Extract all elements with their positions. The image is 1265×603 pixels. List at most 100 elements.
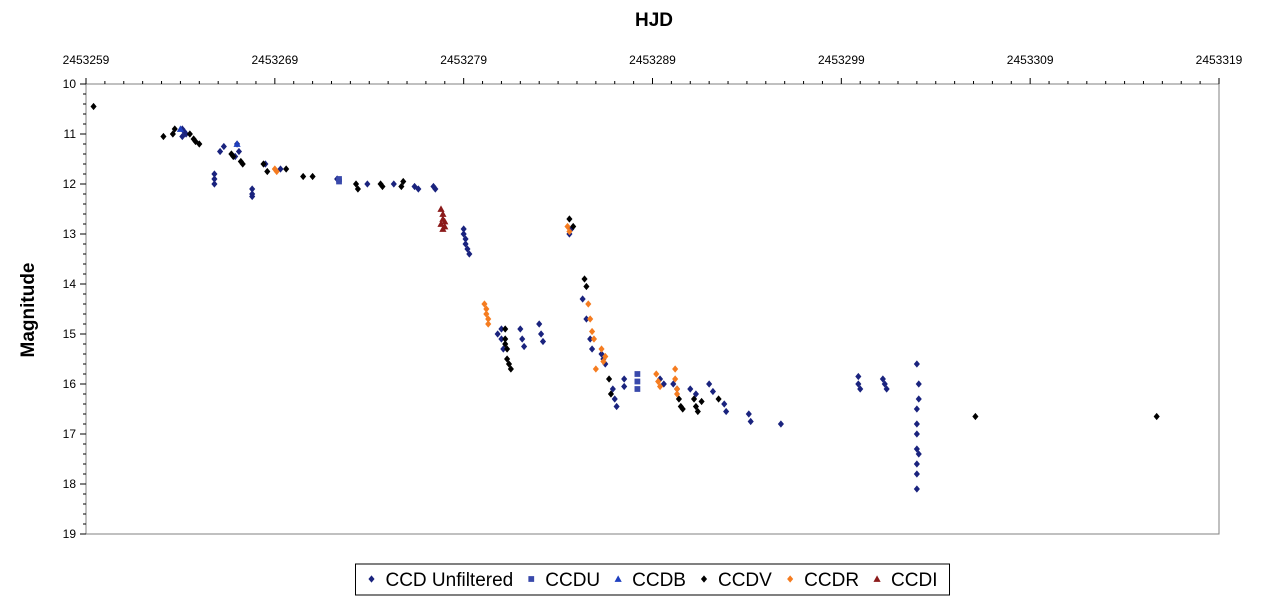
point-ccdi <box>437 220 445 227</box>
point-ccd-unfiltered <box>583 315 590 323</box>
x-tick-label: 2453269 <box>251 53 298 67</box>
point-ccd-unfiltered <box>460 230 467 238</box>
legend-label-ccd-unfiltered: CCD Unfiltered <box>385 570 513 591</box>
x-axis-title: HJD <box>635 10 673 31</box>
point-ccdi <box>441 217 449 225</box>
point-ccdr <box>485 320 492 328</box>
point-ccd-unfiltered <box>857 385 864 393</box>
point-ccdu <box>634 378 641 385</box>
point-ccdv <box>300 172 307 181</box>
y-tick-label: 18 <box>63 477 77 491</box>
point-ccdv <box>507 365 514 373</box>
legend-marker-ccdu <box>528 576 535 582</box>
point-ccd-unfiltered <box>364 180 371 188</box>
legend-item-ccdi: CCDI <box>873 570 938 591</box>
legend: CCD Unfiltered CCDU CCDB CCDV CCDR CCDI <box>354 563 951 596</box>
point-ccdv <box>715 395 722 403</box>
point-ccdr <box>655 377 662 386</box>
point-ccd-unfiltered <box>235 147 243 156</box>
y-tick-label: 11 <box>64 127 77 141</box>
x-tick-label: 2453289 <box>629 53 676 67</box>
point-ccdv <box>400 177 407 186</box>
point-ccd-unfiltered <box>460 225 467 233</box>
point-ccd-unfiltered <box>915 450 922 458</box>
point-ccdv <box>583 282 590 291</box>
point-ccd-unfiltered <box>621 375 628 383</box>
point-ccdr <box>273 167 280 176</box>
point-ccd-unfiltered <box>587 335 594 343</box>
point-ccdv <box>169 130 176 138</box>
point-ccdv <box>505 360 513 368</box>
x-tick-label: 2453299 <box>818 53 865 67</box>
point-ccd-unfiltered <box>579 295 586 303</box>
legend-label-ccdu: CCDU <box>545 570 600 591</box>
point-ccd-unfiltered <box>220 142 227 151</box>
point-ccdv <box>698 397 705 406</box>
legend-label-ccdi: CCDI <box>891 570 937 591</box>
legend-label-ccdr: CCDR <box>804 570 859 591</box>
x-tick-label: 2453279 <box>440 53 487 67</box>
legend-marker-ccdb <box>614 575 622 582</box>
point-ccd-unfiltered <box>390 180 397 188</box>
point-ccdr <box>589 327 596 336</box>
y-tick-label: 15 <box>63 327 77 341</box>
x-tick-labels: 2453259 2453269 2453279 2453289 2453299 24533… <box>63 53 1243 67</box>
point-ccd-unfiltered <box>855 372 862 381</box>
point-ccdr <box>590 335 598 343</box>
x-tick-label: 2453259 <box>63 53 110 67</box>
legend-box <box>354 563 951 596</box>
legend-marker-ccd-unfiltered <box>368 575 375 583</box>
point-ccd-unfiltered <box>913 420 920 428</box>
point-ccd-unfiltered <box>855 380 862 388</box>
point-ccdr <box>673 390 681 398</box>
point-ccdv <box>502 335 509 343</box>
point-ccd-unfiltered <box>211 170 218 178</box>
legend-item-ccdu: CCDU <box>528 570 600 591</box>
point-ccdv <box>190 135 197 143</box>
point-ccdr <box>656 382 664 391</box>
point-ccdv <box>502 325 509 333</box>
legend-item-ccdv: CCDV <box>700 570 772 591</box>
point-ccd-unfiltered <box>915 380 922 388</box>
point-ccdv <box>679 405 686 413</box>
point-ccd-unfiltered <box>777 420 784 428</box>
point-ccdi <box>439 210 447 217</box>
point-ccd-unfiltered <box>249 192 256 201</box>
plot-area <box>85 83 1220 535</box>
y-tick-label: 19 <box>63 527 77 541</box>
point-ccdr <box>653 370 660 378</box>
point-ccdi <box>439 225 447 232</box>
point-ccd-unfiltered <box>498 335 505 343</box>
point-ccd-unfiltered <box>913 405 920 413</box>
legend-label-ccdv: CCDV <box>718 570 772 591</box>
point-ccdv <box>264 167 271 176</box>
point-ccdr <box>672 375 679 383</box>
point-ccd-unfiltered <box>913 460 920 468</box>
point-ccdv <box>566 215 573 223</box>
point-ccdv <box>239 160 246 168</box>
point-ccd-unfiltered <box>498 325 505 333</box>
point-ccd-unfiltered <box>179 132 186 141</box>
point-ccd-unfiltered <box>217 147 224 156</box>
point-ccdr <box>587 315 594 323</box>
y-tick-label: 16 <box>63 377 77 391</box>
point-ccd-unfiltered <box>913 470 920 478</box>
point-ccdr <box>566 227 573 236</box>
point-ccd-unfiltered <box>881 380 888 388</box>
point-ccdv <box>186 130 193 138</box>
point-ccd-unfiltered <box>723 407 730 416</box>
point-ccdv <box>230 152 237 161</box>
y-tick-label: 14 <box>63 277 77 291</box>
y-tick-label: 12 <box>63 177 77 191</box>
point-ccd-unfiltered <box>747 417 754 426</box>
point-ccdv <box>379 182 386 191</box>
point-ccdv <box>90 102 97 111</box>
legend-item-ccdb: CCDB <box>614 570 686 591</box>
point-ccdr <box>483 310 490 318</box>
point-ccdv <box>160 132 167 141</box>
point-ccdr <box>602 352 609 361</box>
point-ccd-unfiltered <box>462 240 469 248</box>
point-ccd-unfiltered <box>913 430 920 438</box>
point-ccdv <box>309 172 316 181</box>
